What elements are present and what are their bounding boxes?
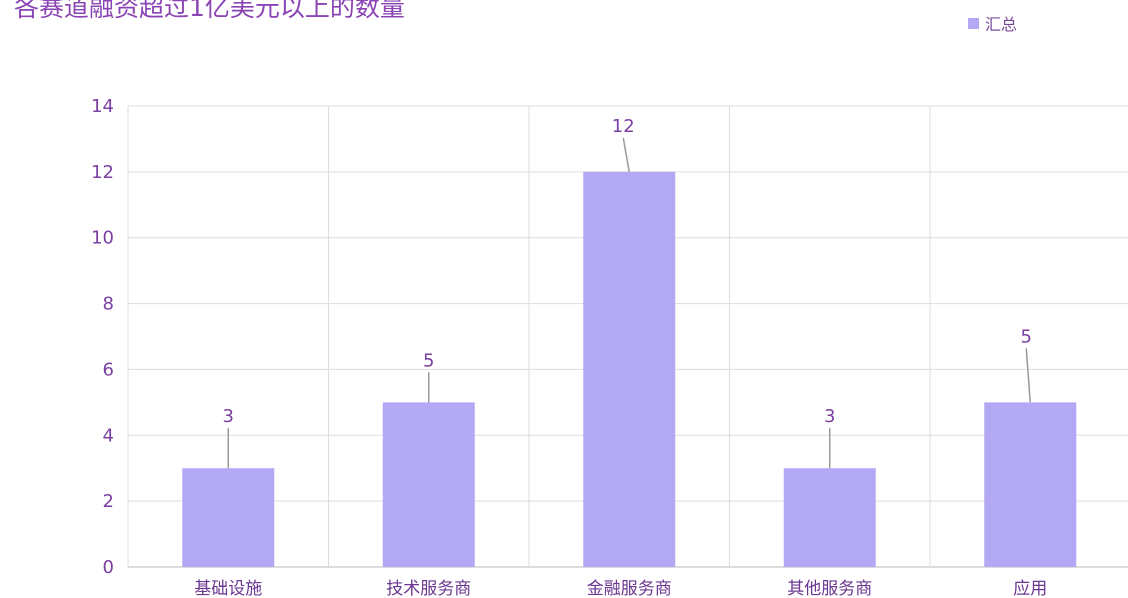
bar bbox=[583, 171, 676, 567]
x-tick-label: 其他服务商 bbox=[787, 579, 872, 598]
bar bbox=[382, 402, 475, 567]
y-tick-label: 14 bbox=[91, 96, 114, 117]
leader-line bbox=[1025, 348, 1031, 403]
chart-title: 各赛道融资超过1亿美元以上的数量 bbox=[14, 0, 405, 22]
bar bbox=[984, 402, 1077, 567]
data-label: 3 bbox=[223, 406, 234, 427]
y-tick-label: 6 bbox=[103, 359, 114, 380]
y-tick-label: 8 bbox=[103, 294, 114, 315]
x-tick-label: 应用 bbox=[1013, 579, 1047, 598]
y-tick-label: 10 bbox=[91, 228, 114, 249]
legend: 汇总 bbox=[968, 11, 1017, 35]
y-tick-label: 2 bbox=[103, 491, 114, 512]
y-tick-label: 0 bbox=[103, 557, 114, 578]
y-tick-label: 12 bbox=[91, 162, 114, 183]
x-tick-label: 基础设施 bbox=[194, 579, 262, 598]
data-label: 5 bbox=[423, 350, 434, 371]
legend-label: 汇总 bbox=[985, 15, 1018, 34]
data-label: 3 bbox=[824, 406, 835, 427]
x-tick-label: 技术服务商 bbox=[386, 579, 471, 598]
x-tick-label: 金融服务商 bbox=[587, 579, 672, 598]
legend-swatch bbox=[968, 17, 979, 29]
data-label: 12 bbox=[612, 116, 635, 137]
leader-line bbox=[622, 137, 630, 172]
y-tick-label: 4 bbox=[103, 425, 114, 446]
data-label: 5 bbox=[1021, 326, 1032, 347]
bar bbox=[182, 468, 275, 567]
bar bbox=[783, 468, 876, 567]
